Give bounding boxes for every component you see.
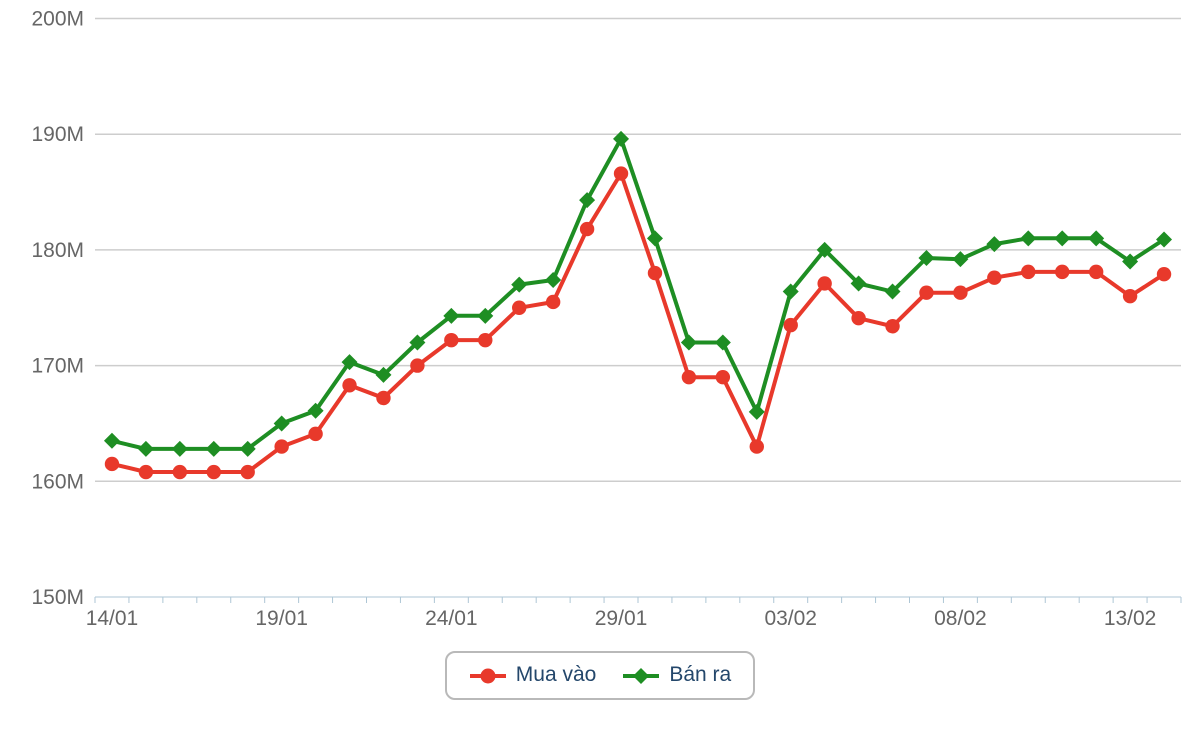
y-axis-label: 200M: [31, 8, 84, 31]
data-point-marker[interactable]: [850, 275, 867, 292]
x-axis-label: 08/02: [934, 607, 987, 630]
y-axis-label: 180M: [31, 239, 84, 262]
data-point-marker[interactable]: [443, 307, 460, 324]
y-axis-label: 190M: [31, 123, 84, 146]
x-axis-label: 03/02: [764, 607, 817, 630]
data-point-marker[interactable]: [613, 130, 630, 147]
data-point-marker[interactable]: [986, 236, 1003, 253]
mua-vao-circle-marker-icon: [469, 668, 506, 683]
data-point-marker[interactable]: [240, 464, 255, 480]
data-point-marker[interactable]: [714, 334, 731, 351]
data-point-marker[interactable]: [919, 285, 934, 300]
legend-box: Mua vào Bán ra: [444, 651, 756, 700]
legend-item-mua-vao[interactable]: Mua vào: [469, 663, 597, 687]
x-axis-label: 29/01: [595, 607, 648, 630]
data-point-marker[interactable]: [783, 317, 798, 333]
chart-legend: Mua vào Bán ra: [0, 651, 1200, 700]
data-point-marker[interactable]: [375, 366, 392, 383]
legend-label-ban-ra: Bán ra: [669, 663, 732, 686]
data-point-marker[interactable]: [1054, 230, 1071, 247]
y-axis-label: 150M: [31, 586, 84, 609]
y-axis-label: 160M: [31, 470, 84, 493]
data-point-marker[interactable]: [1156, 266, 1172, 282]
data-point-marker[interactable]: [307, 402, 324, 419]
data-point-marker[interactable]: [137, 440, 154, 457]
data-point-marker[interactable]: [1088, 230, 1105, 247]
data-point-marker[interactable]: [273, 415, 290, 432]
data-point-marker[interactable]: [545, 271, 562, 288]
data-point-marker[interactable]: [715, 369, 731, 385]
data-point-marker[interactable]: [953, 285, 968, 300]
data-point-marker[interactable]: [545, 294, 561, 310]
data-point-marker[interactable]: [376, 390, 391, 406]
data-point-marker[interactable]: [308, 426, 323, 442]
series-line-bán-ra: [110, 136, 1166, 451]
data-point-marker[interactable]: [1021, 264, 1036, 280]
x-axis-label: 24/01: [425, 607, 478, 630]
data-point-marker[interactable]: [341, 354, 358, 371]
data-point-marker[interactable]: [681, 369, 697, 385]
chart-plot-area: 150M 160M 170M 180M 190M 200M 14/01 19/01 24/01 2…: [31, 8, 1182, 630]
data-point-marker[interactable]: [1122, 288, 1138, 304]
data-point-marker[interactable]: [782, 283, 799, 300]
data-point-marker[interactable]: [748, 403, 765, 420]
y-axis-label: 170M: [31, 355, 84, 378]
data-point-marker[interactable]: [103, 432, 120, 449]
data-point-marker[interactable]: [952, 251, 969, 268]
ban-ra-diamond-marker-icon: [623, 667, 660, 684]
data-point-marker[interactable]: [646, 230, 663, 247]
data-point-marker[interactable]: [1088, 264, 1104, 280]
legend-item-ban-ra[interactable]: Bán ra: [622, 664, 731, 687]
series-line-mua-vào: [110, 171, 1166, 474]
x-axis-label: 19/01: [255, 607, 308, 630]
data-point-marker[interactable]: [749, 439, 764, 454]
data-point-marker[interactable]: [274, 439, 289, 454]
data-point-marker[interactable]: [205, 440, 222, 457]
data-point-marker[interactable]: [512, 300, 527, 315]
data-point-marker[interactable]: [410, 358, 425, 373]
data-point-marker[interactable]: [579, 192, 596, 209]
data-point-marker[interactable]: [918, 249, 935, 266]
data-point-marker[interactable]: [477, 307, 494, 324]
data-point-marker[interactable]: [647, 265, 663, 281]
data-point-marker[interactable]: [680, 334, 697, 351]
data-point-marker[interactable]: [206, 464, 221, 480]
data-point-marker[interactable]: [239, 440, 256, 457]
x-axis-label: 13/02: [1104, 607, 1157, 630]
data-point-marker[interactable]: [1020, 230, 1037, 247]
data-point-marker[interactable]: [478, 332, 493, 348]
data-point-marker[interactable]: [511, 276, 528, 293]
data-point-marker[interactable]: [342, 378, 357, 393]
data-point-marker[interactable]: [1055, 264, 1070, 280]
data-point-marker[interactable]: [1156, 231, 1173, 248]
data-point-marker[interactable]: [104, 456, 120, 472]
data-point-marker[interactable]: [1122, 253, 1139, 270]
legend-label-mua-vao: Mua vào: [515, 663, 597, 686]
data-point-marker[interactable]: [613, 166, 629, 181]
data-point-marker[interactable]: [579, 221, 595, 237]
data-point-marker[interactable]: [409, 334, 426, 351]
data-point-marker[interactable]: [851, 310, 866, 326]
data-point-marker[interactable]: [171, 440, 188, 457]
data-point-marker[interactable]: [816, 241, 833, 258]
data-point-marker[interactable]: [817, 276, 832, 291]
data-point-marker[interactable]: [444, 332, 459, 348]
data-point-marker[interactable]: [987, 270, 1002, 285]
data-point-marker[interactable]: [138, 464, 154, 480]
data-point-marker[interactable]: [172, 464, 188, 480]
data-point-marker[interactable]: [884, 283, 901, 300]
data-point-marker[interactable]: [885, 319, 900, 334]
x-axis-label: 14/01: [86, 607, 139, 630]
